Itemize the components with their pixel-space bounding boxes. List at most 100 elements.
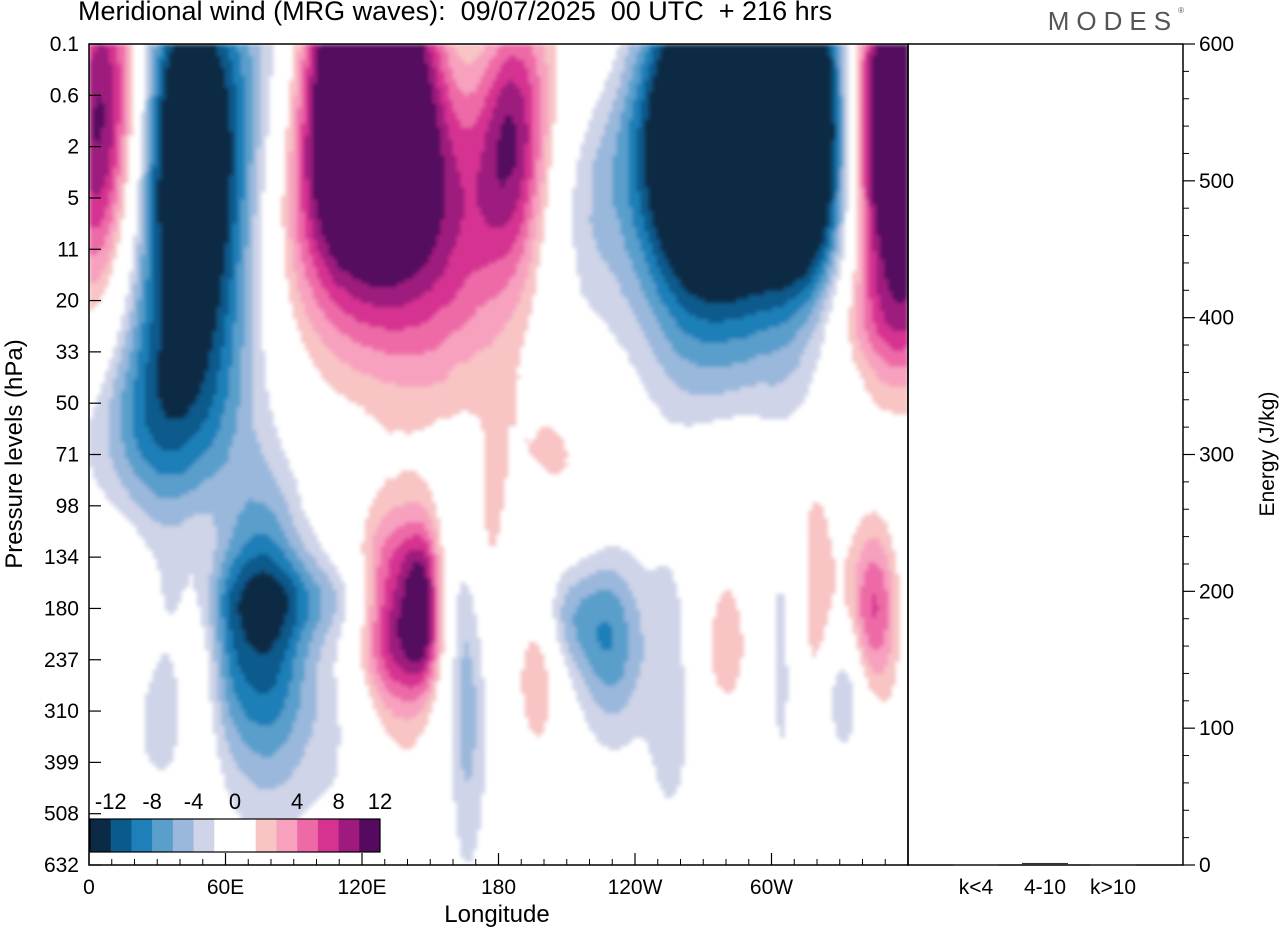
field-cell (680, 80, 685, 85)
field-cell (377, 68, 382, 73)
field-cell (397, 52, 402, 57)
field-cell (804, 76, 809, 81)
field-cell (544, 108, 549, 113)
field-cell (301, 84, 306, 89)
field-cell (449, 96, 454, 101)
field-cell (892, 100, 897, 105)
field-cell (421, 120, 426, 125)
field-cell (113, 72, 118, 77)
field-cell (560, 48, 565, 53)
field-cell (772, 92, 777, 97)
field-cell (600, 120, 605, 125)
field-cell (888, 88, 893, 93)
field-cell (233, 68, 238, 73)
field-cell (169, 72, 174, 77)
field-cell (333, 96, 338, 101)
field-cell (864, 56, 869, 61)
field-cell (477, 64, 482, 69)
field-cell (712, 48, 717, 53)
field-cell (772, 56, 777, 61)
field-cell (548, 88, 553, 93)
field-cell (624, 52, 629, 57)
field-cell (648, 48, 653, 53)
field-cell (716, 120, 721, 125)
field-cell (776, 64, 781, 69)
field-cell (405, 112, 410, 117)
field-cell (145, 68, 150, 73)
field-cell (728, 88, 733, 93)
field-cell (728, 72, 733, 77)
field-cell (532, 104, 537, 109)
field-cell (668, 96, 673, 101)
field-cell (876, 72, 881, 77)
field-cell (313, 108, 318, 113)
field-cell (792, 48, 797, 53)
field-cell (185, 52, 190, 57)
field-cell (600, 96, 605, 101)
field-cell (856, 68, 861, 73)
field-cell (301, 64, 306, 69)
field-cell (373, 64, 378, 69)
field-cell (696, 92, 701, 97)
field-cell (233, 84, 238, 89)
field-cell (676, 100, 681, 105)
field-cell (489, 64, 494, 69)
field-cell (201, 72, 206, 77)
field-cell (524, 88, 529, 93)
field-cell (157, 60, 162, 65)
field-cell (828, 96, 833, 101)
field-cell (165, 84, 170, 89)
field-cell (560, 60, 565, 65)
field-cell (760, 96, 765, 101)
field-cell (161, 88, 166, 93)
field-cell (425, 120, 430, 125)
field-cell (473, 80, 478, 85)
field-cell (157, 72, 162, 77)
field-cell (828, 68, 833, 73)
field-cell (804, 88, 809, 93)
field-cell (832, 64, 837, 69)
field-cell (816, 48, 821, 53)
field-cell (868, 84, 873, 89)
field-cell (233, 72, 238, 77)
field-cell (365, 48, 370, 53)
field-cell (596, 100, 601, 105)
field-cell (429, 100, 434, 105)
field-cell (772, 64, 777, 69)
field-cell (133, 120, 138, 125)
field-cell (245, 92, 250, 97)
field-cell (752, 88, 757, 93)
field-cell (305, 116, 310, 121)
field-cell (245, 88, 250, 93)
field-cell (556, 96, 561, 101)
field-cell (504, 60, 509, 65)
field-cell (477, 104, 482, 109)
field-cell (660, 92, 665, 97)
field-cell (552, 84, 557, 89)
field-cell (125, 92, 130, 97)
field-cell (481, 52, 486, 57)
field-cell (832, 88, 837, 93)
field-cell (353, 64, 358, 69)
field-cell (548, 56, 553, 61)
field-cell (261, 112, 266, 117)
field-cell (856, 100, 861, 105)
field-cell (285, 100, 290, 105)
field-cell (552, 88, 557, 93)
field-cell (257, 48, 262, 53)
field-cell (744, 48, 749, 53)
field-cell (820, 76, 825, 81)
field-cell (796, 68, 801, 73)
field-cell (608, 112, 613, 117)
field-cell (756, 72, 761, 77)
field-cell (704, 72, 709, 77)
field-cell (237, 68, 242, 73)
field-cell (485, 68, 490, 73)
field-cell (429, 56, 434, 61)
field-cell (740, 92, 745, 97)
field-cell (624, 88, 629, 93)
field-cell (664, 80, 669, 85)
field-cell (145, 76, 150, 81)
field-cell (489, 92, 494, 97)
field-cell (313, 84, 318, 89)
